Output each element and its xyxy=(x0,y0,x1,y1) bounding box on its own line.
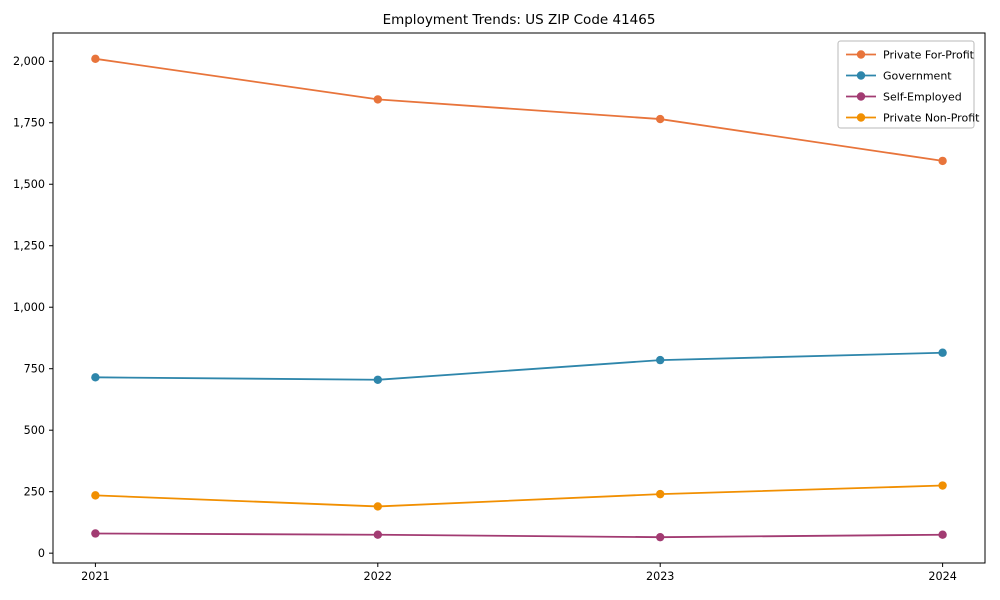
y-tick-label: 1,500 xyxy=(13,178,45,191)
data-point-marker xyxy=(91,529,100,538)
data-point-marker xyxy=(373,375,382,384)
series-line xyxy=(95,351,943,381)
series-line xyxy=(95,57,943,162)
y-tick-label: 0 xyxy=(38,547,45,560)
data-point-marker xyxy=(938,481,947,490)
y-tick-label: 1,000 xyxy=(13,301,45,314)
series-self-employed xyxy=(91,529,947,542)
y-tick-label: 750 xyxy=(24,363,45,376)
chart-title: Employment Trends: US ZIP Code 41465 xyxy=(383,12,656,28)
data-point-marker xyxy=(373,502,382,511)
data-point-marker xyxy=(91,491,100,500)
y-tick-label: 2,000 xyxy=(13,55,45,68)
x-tick-label: 2022 xyxy=(364,570,392,583)
x-tick-label: 2024 xyxy=(928,570,956,583)
legend-item-label: Private For-Profit xyxy=(883,49,975,62)
legend-box xyxy=(837,40,975,129)
x-tick-label: 2021 xyxy=(81,570,109,583)
data-point-marker xyxy=(91,54,100,64)
legend-item-label: Private Non-Profit xyxy=(883,112,980,125)
y-tick-label: 250 xyxy=(24,485,45,498)
series-government xyxy=(91,348,947,384)
series-private-for-profit xyxy=(91,54,947,166)
legend-swatch-marker xyxy=(856,71,866,80)
data-point-marker xyxy=(938,348,947,357)
legend-item-label: Self-Employed xyxy=(883,91,962,104)
series-line xyxy=(95,532,943,539)
x-tick-label: 2023 xyxy=(646,570,674,583)
series-line xyxy=(95,484,943,508)
data-point-marker xyxy=(91,373,100,382)
data-point-marker xyxy=(656,355,665,365)
plot-border xyxy=(52,32,986,564)
legend-item-label: Government xyxy=(883,70,952,83)
series-private-non-profit xyxy=(91,481,947,511)
legend-swatch-marker xyxy=(856,50,866,59)
y-tick-label: 1,750 xyxy=(13,117,45,130)
data-point-marker xyxy=(373,530,382,539)
y-tick-label: 500 xyxy=(24,424,45,437)
data-point-marker xyxy=(656,114,665,124)
data-point-marker xyxy=(938,156,947,166)
data-point-marker xyxy=(938,530,947,539)
legend-swatch-marker xyxy=(856,92,866,101)
legend-swatch-marker xyxy=(856,113,866,122)
data-point-marker xyxy=(656,489,665,499)
data-point-marker xyxy=(373,95,382,104)
data-point-marker xyxy=(656,532,665,542)
y-tick-label: 1,250 xyxy=(13,240,45,253)
legend: Private For-Profit Government Self-Employe… xyxy=(837,40,980,129)
